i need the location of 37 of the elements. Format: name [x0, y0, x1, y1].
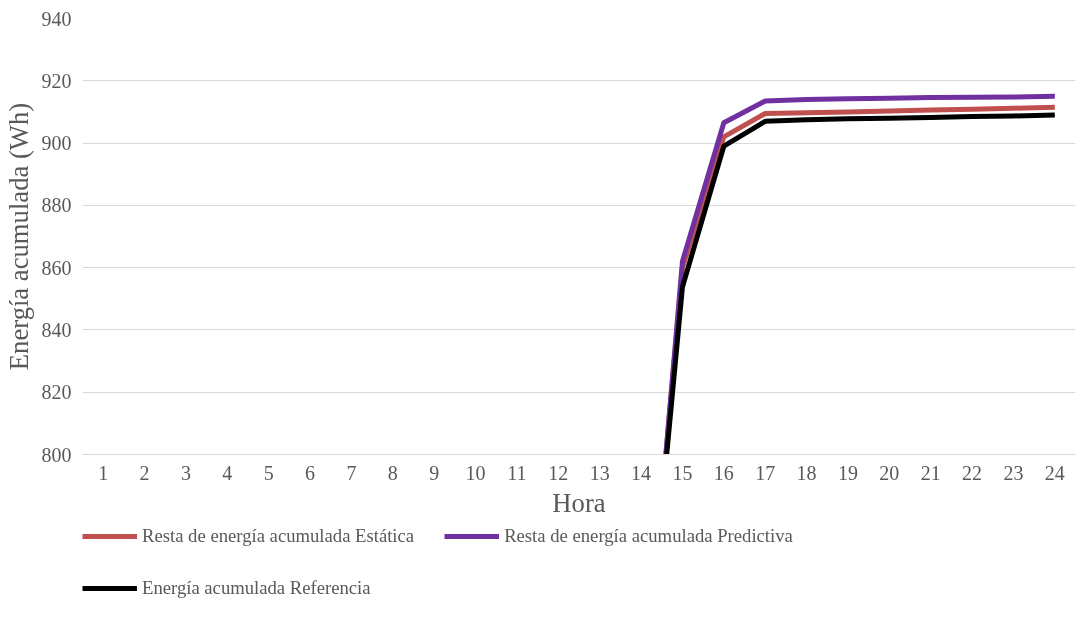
x-tick-label: 8	[387, 461, 398, 484]
y-tick-label: 840	[41, 318, 72, 341]
legend-label: Resta de energía acumulada Estática	[142, 525, 415, 547]
x-tick-label: 19	[837, 461, 858, 484]
x-tick-label: 1	[98, 461, 109, 484]
y-tick-label: 920	[41, 69, 72, 92]
y-tick-label: 880	[41, 194, 72, 217]
x-axis-title: Hora	[552, 487, 606, 518]
x-tick-label: 16	[713, 461, 734, 484]
x-tick-label: 5	[263, 461, 274, 484]
x-tick-label: 22	[962, 461, 983, 484]
x-tick-label: 4	[222, 461, 233, 484]
y-tick-label: 860	[41, 256, 72, 279]
x-tick-label: 10	[465, 461, 486, 484]
x-tick-label: 7	[346, 461, 357, 484]
y-tick-label: 940	[41, 7, 72, 30]
x-tick-label: 17	[755, 461, 776, 484]
x-tick-label: 21	[920, 461, 941, 484]
x-tick-label: 12	[548, 461, 569, 484]
y-axis-title: Energía acumulada (Wh)	[3, 102, 34, 371]
y-tick-label: 900	[41, 132, 72, 155]
x-tick-label: 23	[1003, 461, 1024, 484]
x-tick-label: 9	[429, 461, 440, 484]
x-tick-label: 18	[796, 461, 817, 484]
legend-label: Resta de energía acumulada Predictiva	[504, 525, 793, 547]
x-tick-label: 15	[672, 461, 693, 484]
x-tick-label: 3	[180, 461, 191, 484]
y-tick-label: 820	[41, 381, 72, 404]
x-tick-label: 6	[305, 461, 316, 484]
legend-label: Energía acumulada Referencia	[142, 577, 371, 599]
x-tick-label: 20	[879, 461, 900, 484]
x-tick-label: 24	[1044, 461, 1065, 484]
x-tick-label: 14	[631, 461, 652, 484]
y-tick-label: 800	[41, 443, 72, 466]
x-tick-label: 2	[139, 461, 150, 484]
x-tick-label: 11	[507, 461, 527, 484]
x-tick-label: 13	[589, 461, 610, 484]
